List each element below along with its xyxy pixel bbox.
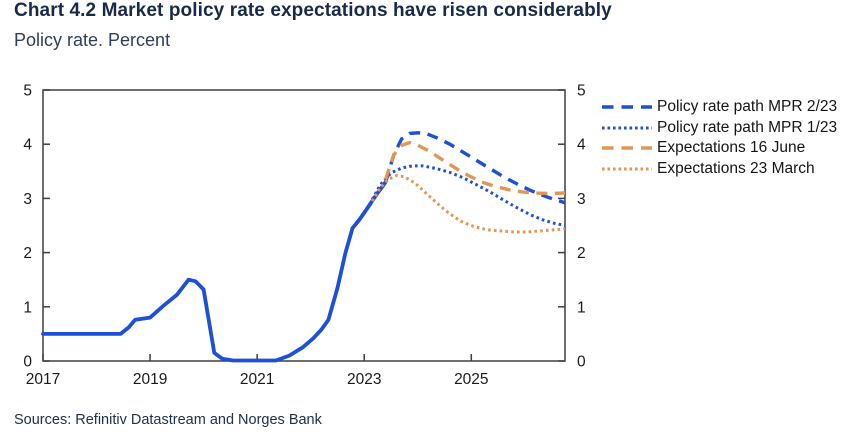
x-axis-label: 2023 bbox=[347, 371, 381, 388]
y-axis-label-left: 0 bbox=[23, 354, 32, 371]
y-axis-label-right: 4 bbox=[577, 137, 586, 154]
x-axis-label: 2019 bbox=[133, 371, 167, 388]
y-axis-label-left: 3 bbox=[23, 191, 32, 208]
plot-frame bbox=[42, 89, 566, 362]
legend-item-expectations-16-june: Expectations 16 June bbox=[601, 138, 837, 159]
legend-item-label: Policy rate path MPR 1/23 bbox=[657, 118, 838, 136]
legend-item-expectations-23-march: Expectations 23 March bbox=[601, 159, 837, 180]
y-axis-label-right: 2 bbox=[577, 245, 586, 262]
legend-item-label: Policy rate path MPR 2/23 bbox=[657, 98, 838, 116]
x-axis-label: 2025 bbox=[454, 371, 488, 388]
y-axis-label-left: 2 bbox=[23, 245, 32, 262]
series-policy-rate-path-mpr-2-23 bbox=[383, 131, 566, 205]
y-axis-label-right: 5 bbox=[577, 83, 586, 100]
y-axis-label-right: 0 bbox=[577, 354, 586, 371]
x-axis-label: 2021 bbox=[240, 371, 274, 388]
series-policy-rate-historical- bbox=[41, 180, 388, 363]
legend-item-mpr-1-23: Policy rate path MPR 1/23 bbox=[601, 118, 837, 139]
legend-item-mpr-2-23: Policy rate path MPR 2/23 bbox=[601, 97, 837, 118]
series-expectations-23-march bbox=[371, 174, 566, 234]
blue-dotted-line-swatch-icon bbox=[602, 126, 652, 130]
y-axis-label-left: 1 bbox=[23, 299, 32, 316]
chart-title: Chart 4.2 Market policy rate expectation… bbox=[14, 0, 612, 21]
y-axis-label-right: 3 bbox=[577, 191, 586, 208]
y-axis-label-left: 4 bbox=[23, 137, 32, 154]
policy-rate-chart: 0 0 1 1 2 2 3 3 4 4 5 5 2017 2019 2021 2023 2025 bbox=[23, 83, 586, 389]
x-axis-label: 2017 bbox=[26, 371, 60, 388]
orange-dotted-line-swatch-icon bbox=[602, 167, 652, 171]
orange-dashed-line-swatch-icon bbox=[602, 146, 652, 151]
y-axis-label-left: 5 bbox=[23, 83, 32, 100]
chart-legend: Policy rate path MPR 2/23 Policy rate pa… bbox=[601, 97, 837, 179]
legend-item-label: Expectations 16 June bbox=[657, 139, 806, 157]
source-text: Sources: Refinitiv Datastream and Norges… bbox=[14, 412, 322, 428]
blue-dashed-line-swatch-icon bbox=[602, 105, 652, 110]
series-expectations-16-june bbox=[383, 140, 566, 196]
y-axis-label-right: 1 bbox=[577, 299, 586, 316]
chart-subtitle: Policy rate. Percent bbox=[14, 30, 171, 50]
legend-item-label: Expectations 23 March bbox=[657, 160, 815, 178]
